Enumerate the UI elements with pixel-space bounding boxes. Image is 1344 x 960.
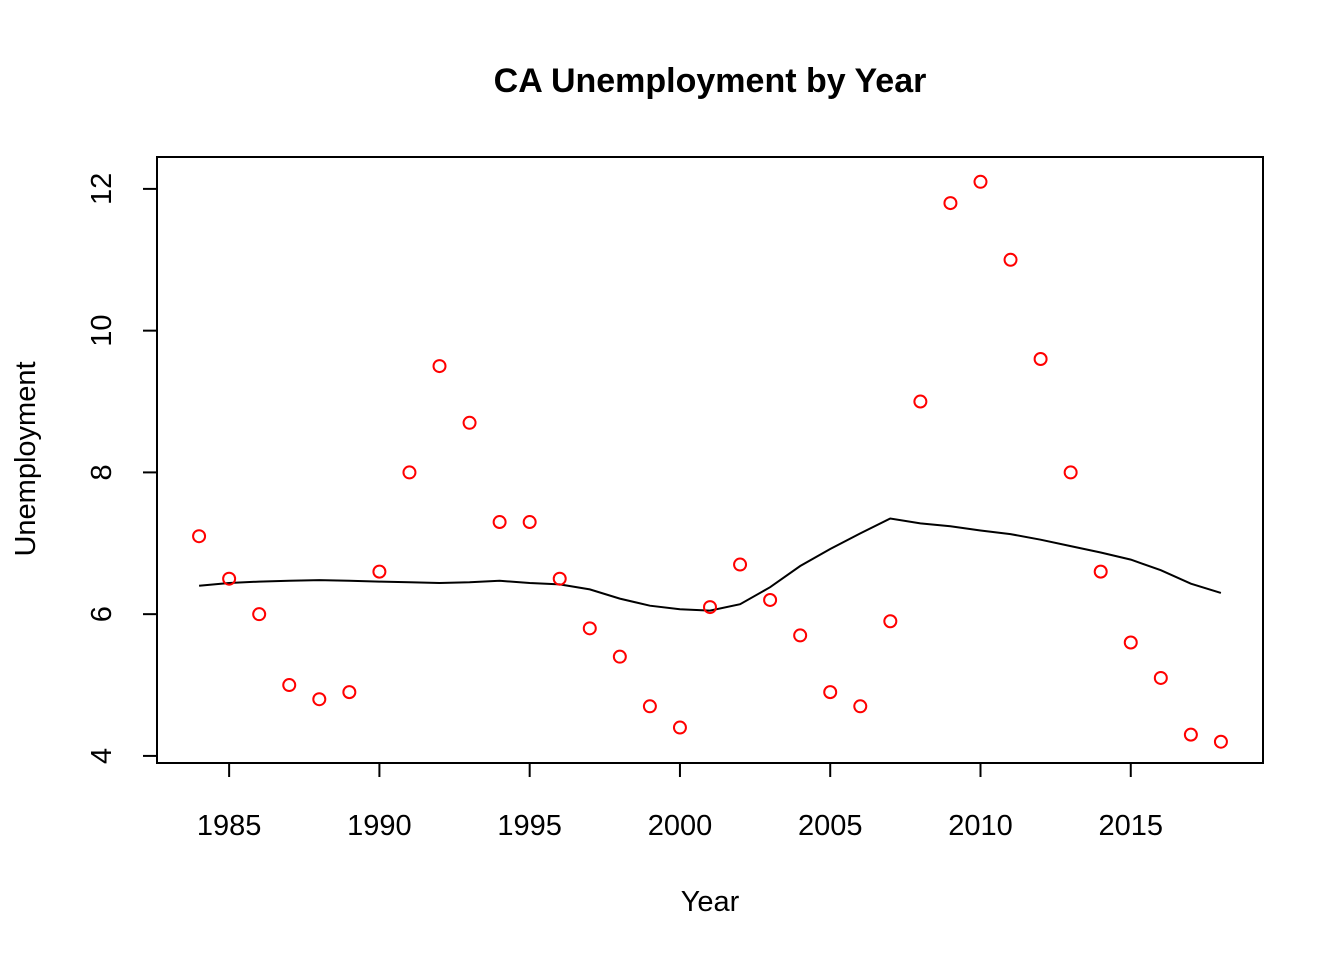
data-point <box>1123 635 1138 650</box>
y-tick-label: 12 <box>86 173 118 205</box>
data-point <box>1153 670 1168 685</box>
smooth-line-layer <box>199 517 1222 612</box>
chart-title: CA Unemployment by Year <box>494 62 927 100</box>
data-point <box>1213 734 1228 749</box>
data-point <box>733 557 748 572</box>
x-tick-label: 1995 <box>497 810 562 842</box>
data-point <box>1033 352 1048 366</box>
x-tick-label: 2010 <box>948 810 1013 842</box>
smooth-trend-line <box>199 517 1222 612</box>
y-tick-label: 8 <box>86 464 118 480</box>
data-point <box>312 692 327 707</box>
y-axis-label: Unemployment <box>10 361 42 556</box>
data-point <box>222 571 237 586</box>
data-point <box>192 529 207 544</box>
x-tick-label: 2015 <box>1099 810 1164 842</box>
data-point <box>522 515 537 530</box>
data-point <box>883 614 898 629</box>
plot-frame <box>156 156 1264 764</box>
data-point <box>703 600 717 615</box>
data-point <box>402 465 417 480</box>
data-point <box>793 628 808 643</box>
data-point <box>943 196 958 211</box>
x-axis: 1985 1990 1995 2000 2005 2010 2015 <box>197 762 1164 842</box>
data-point <box>1003 252 1018 267</box>
points-layer <box>192 174 1228 749</box>
y-tick-label: 4 <box>86 748 118 764</box>
data-point <box>612 649 627 664</box>
data-point <box>1093 564 1108 579</box>
y-tick-label: 6 <box>86 606 118 622</box>
x-tick-label: 2005 <box>798 810 863 842</box>
data-point <box>642 699 657 714</box>
x-axis-label: Year <box>681 886 740 918</box>
data-point <box>1183 727 1198 742</box>
data-point <box>913 394 928 409</box>
y-tick-label: 10 <box>86 315 118 347</box>
data-point <box>582 621 597 636</box>
data-point <box>372 564 387 579</box>
x-tick-label: 1990 <box>347 810 412 842</box>
data-point <box>973 174 988 189</box>
x-tick-label: 1985 <box>197 810 262 842</box>
data-point <box>823 685 838 700</box>
data-point <box>763 592 778 607</box>
data-point <box>432 359 447 374</box>
data-point <box>282 678 297 693</box>
data-point <box>342 685 357 700</box>
data-point <box>252 607 267 622</box>
data-point <box>1063 465 1078 480</box>
x-tick-label: 2000 <box>648 810 713 842</box>
y-axis: 4 6 8 10 12 <box>86 173 158 764</box>
data-point <box>462 415 477 430</box>
data-point <box>853 699 868 714</box>
data-point <box>552 571 567 586</box>
data-point <box>672 720 687 735</box>
data-point <box>492 515 507 530</box>
